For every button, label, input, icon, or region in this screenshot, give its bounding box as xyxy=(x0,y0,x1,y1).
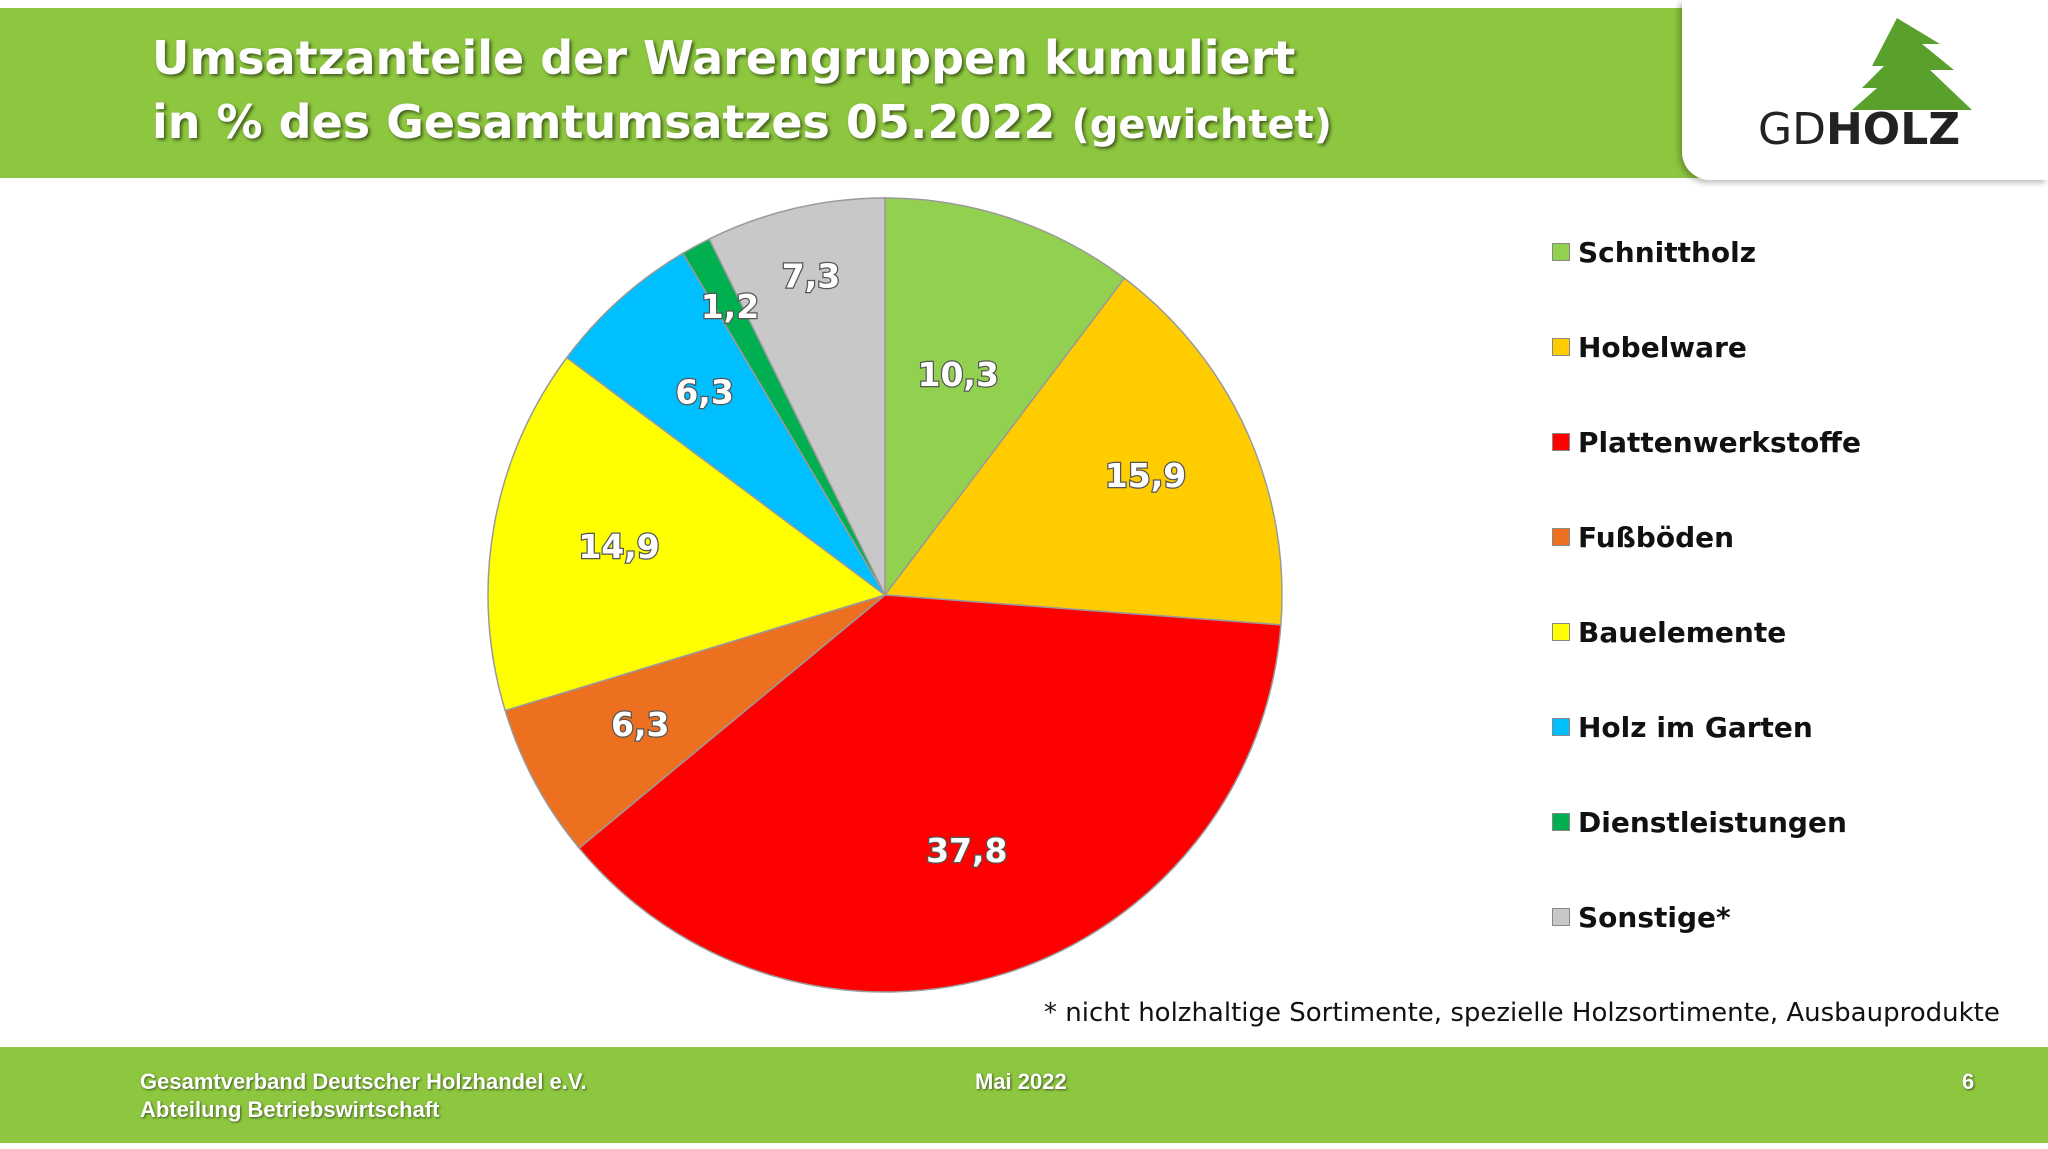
legend-item-1: Schnittholz xyxy=(1552,232,1756,272)
legend-item-6: Holz im Garten xyxy=(1552,707,1813,747)
legend-label: Holz im Garten xyxy=(1578,710,1813,744)
footer-bar xyxy=(0,1047,2048,1143)
legend-label: Hobelware xyxy=(1578,330,1747,364)
legend-swatch xyxy=(1552,623,1570,641)
legend-swatch xyxy=(1552,338,1570,356)
logo-text-gd: GD xyxy=(1758,104,1826,155)
footer-organization: Gesamtverband Deutscher Holzhandel e.V. … xyxy=(140,1068,587,1124)
legend-item-2: Hobelware xyxy=(1552,327,1747,367)
legend-item-5: Bauelemente xyxy=(1552,612,1786,652)
logo-text: GDHOLZ xyxy=(1758,104,1960,155)
page-number: 6 xyxy=(1962,1069,1975,1094)
legend-item-8: Sonstige* xyxy=(1552,897,1731,937)
pie-slice-2 xyxy=(883,277,1283,626)
legend-item-3: Plattenwerkstoffe xyxy=(1552,422,1861,462)
title-line-1: Umsatzanteile der Warengruppen kumuliert xyxy=(152,31,1296,85)
footer-date: Mai 2022 xyxy=(975,1069,1067,1094)
logo-text-holz: HOLZ xyxy=(1825,104,1961,155)
pie-slice-8 xyxy=(708,197,886,596)
data-label-6: 6,3 xyxy=(675,373,733,412)
footnote: * nicht holzhaltige Sortimente, speziell… xyxy=(1044,998,2000,1028)
pie-slice-3 xyxy=(578,594,1282,993)
legend-swatch xyxy=(1552,528,1570,546)
pie-slice-5 xyxy=(487,356,887,712)
legend-label: Schnittholz xyxy=(1578,235,1757,269)
data-label-5: 14,9 xyxy=(578,527,659,566)
page-title: Umsatzanteile der Warengruppen kumuliert… xyxy=(152,26,1332,157)
data-label-3: 37,8 xyxy=(926,831,1007,870)
data-label-8: 7,3 xyxy=(782,256,840,295)
legend-item-4: Fußböden xyxy=(1552,517,1734,557)
data-label-1: 10,3 xyxy=(918,355,999,394)
legend-swatch xyxy=(1552,243,1570,261)
legend-label: Dienstleistungen xyxy=(1578,805,1847,839)
pie-slice-1 xyxy=(884,197,1126,598)
data-label-4: 6,3 xyxy=(611,705,669,744)
legend-label: Fußböden xyxy=(1578,520,1735,554)
footer-org-line-1: Gesamtverband Deutscher Holzhandel e.V. xyxy=(140,1069,587,1094)
pie-slice-4 xyxy=(504,594,886,850)
data-label-7: 1,2 xyxy=(701,287,759,326)
legend-swatch xyxy=(1552,718,1570,736)
legend-swatch xyxy=(1552,908,1570,926)
legend-swatch xyxy=(1552,813,1570,831)
pie-slice-6 xyxy=(565,252,886,596)
legend-swatch xyxy=(1552,433,1570,451)
data-label-2: 15,9 xyxy=(1105,456,1186,495)
logo: GDHOLZ xyxy=(1682,0,2048,180)
legend-item-7: Dienstleistungen xyxy=(1552,802,1847,842)
header-bar xyxy=(0,8,1700,178)
legend-label: Plattenwerkstoffe xyxy=(1578,425,1861,459)
title-suffix: (gewichtet) xyxy=(1071,102,1332,148)
footer-org-line-2: Abteilung Betriebswirtschaft xyxy=(140,1097,440,1122)
legend-label: Sonstige* xyxy=(1578,900,1731,934)
title-line-2: in % des Gesamtumsatzes 05.2022 xyxy=(152,95,1056,149)
legend-label: Bauelemente xyxy=(1578,615,1787,649)
tree-icon xyxy=(1852,18,1972,110)
